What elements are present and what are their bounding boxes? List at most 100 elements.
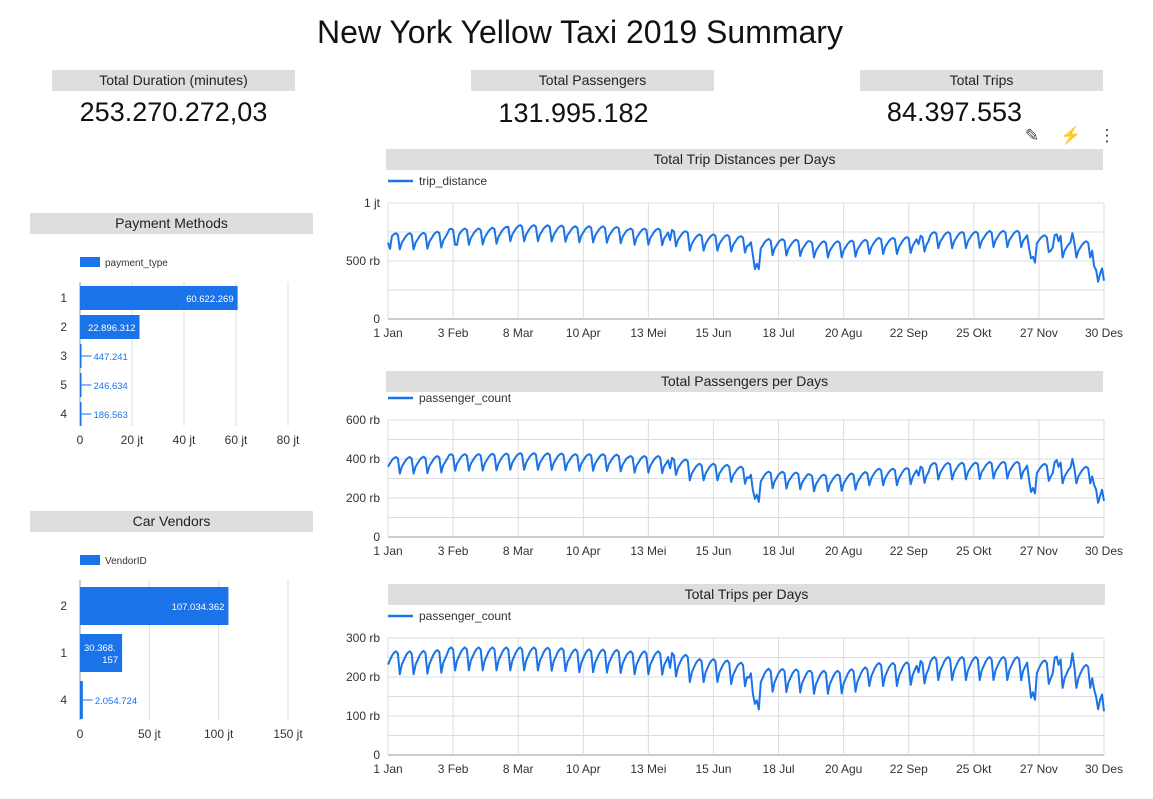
x-tick-label: 30 Des [1085, 326, 1123, 340]
x-tick-label: 25 Okt [956, 544, 992, 558]
x-tick-label: 50 jt [138, 727, 161, 741]
x-tick-label: 22 Sep [890, 762, 928, 776]
page-title: New York Yellow Taxi 2019 Summary [317, 14, 843, 50]
lightning-icon[interactable]: ⚡ [1060, 126, 1082, 145]
passengers-chart: passenger_count 0 200 rb 400 rb 600 rb 1 Jan 3… [346, 391, 1123, 558]
x-tick-label: 3 Feb [438, 544, 469, 558]
category-label: 5 [60, 378, 67, 392]
trip-distance-chart: trip_distance 0 500 rb 1 jt 1 Jan 3 Feb 8 Mar 1… [346, 174, 1123, 340]
trips-chart-title: Total Trips per Days [388, 584, 1105, 605]
y-tick-label: 600 rb [346, 413, 380, 427]
category-label: 4 [60, 693, 67, 707]
bar [80, 402, 82, 426]
category-label: 2 [60, 599, 67, 613]
passengers-chart-title: Total Passengers per Days [386, 371, 1103, 392]
y-tick-label: 0 [373, 748, 380, 762]
y-tick-label: 200 rb [346, 491, 380, 505]
legend-label: passenger_count [419, 609, 512, 623]
y-tick-label: 100 rb [346, 709, 380, 723]
y-tick-label: 500 rb [346, 254, 380, 268]
category-label: 1 [60, 646, 67, 660]
data-label: 60.622.269 [186, 294, 234, 305]
x-tick-label: 40 jt [173, 433, 196, 447]
x-tick-label: 25 Okt [956, 326, 992, 340]
x-tick-label: 22 Sep [890, 544, 928, 558]
x-tick-label: 20 Agu [825, 326, 862, 340]
category-label: 4 [60, 407, 67, 421]
scorecard-passengers-label: Total Passengers [471, 70, 714, 91]
data-label: 2.054.724 [95, 696, 137, 707]
x-tick-label: 18 Jul [763, 326, 795, 340]
x-tick-label: 150 jt [273, 727, 303, 741]
scorecard-trips-label: Total Trips [860, 70, 1103, 91]
x-tick-label: 15 Jun [695, 326, 731, 340]
x-tick-label: 13 Mei [630, 762, 666, 776]
series-line [387, 224, 1105, 283]
category-label: 3 [60, 349, 67, 363]
data-label: 22.896.312 [88, 323, 136, 334]
scorecard-trips-value: 84.397.553 [886, 97, 1023, 127]
x-tick-label: 27 Nov [1020, 326, 1058, 340]
legend-swatch [80, 257, 100, 267]
car-vendors-title: Car Vendors [30, 511, 313, 532]
payment-methods-chart: payment_type 0 20 jt 40 jt 60 jt 80 jt 1 60.622… [60, 257, 300, 447]
x-tick-label: 20 Agu [825, 762, 862, 776]
scorecard-duration-value: 253.270.272,03 [79, 97, 268, 127]
x-tick-label: 10 Apr [566, 326, 601, 340]
x-tick-label: 27 Nov [1020, 544, 1058, 558]
x-tick-label: 1 Jan [373, 762, 402, 776]
car-vendors-chart: VendorID 0 50 jt 100 jt 150 jt 2 107.034.362 1 3… [60, 555, 303, 741]
bar [80, 344, 82, 368]
legend-swatch [80, 555, 100, 565]
category-label: 1 [60, 291, 67, 305]
pencil-icon[interactable]: ✎ [1024, 126, 1040, 145]
bar [80, 315, 140, 339]
x-tick-label: 80 jt [277, 433, 300, 447]
y-tick-label: 400 rb [346, 452, 380, 466]
x-tick-label: 13 Mei [630, 326, 666, 340]
x-tick-label: 15 Jun [695, 762, 731, 776]
x-tick-label: 1 Jan [373, 326, 402, 340]
y-tick-label: 1 jt [364, 196, 381, 210]
x-tick-label: 8 Mar [503, 326, 534, 340]
y-tick-label: 0 [373, 530, 380, 544]
x-tick-label: 0 [77, 727, 84, 741]
x-tick-label: 13 Mei [630, 544, 666, 558]
bar [80, 681, 83, 719]
x-tick-label: 0 [77, 433, 84, 447]
y-tick-label: 200 rb [346, 670, 380, 684]
scorecard-duration-label: Total Duration (minutes) [52, 70, 295, 91]
bar [80, 634, 123, 672]
legend-label: trip_distance [419, 174, 487, 188]
legend-label: payment_type [105, 258, 168, 269]
bar [80, 373, 82, 397]
payment-methods-title: Payment Methods [30, 213, 313, 234]
category-label: 2 [60, 320, 67, 334]
x-tick-label: 100 jt [204, 727, 234, 741]
x-tick-label: 10 Apr [566, 762, 601, 776]
trip-distance-chart-title: Total Trip Distances per Days [386, 149, 1103, 170]
x-tick-label: 30 Des [1085, 544, 1123, 558]
series-line [387, 646, 1105, 712]
legend-label: passenger_count [419, 391, 512, 405]
x-tick-label: 10 Apr [566, 544, 601, 558]
x-tick-label: 60 jt [225, 433, 248, 447]
x-tick-label: 8 Mar [503, 544, 534, 558]
trips-chart: passenger_count 0 100 rb 200 rb 300 rb 1 Jan 3… [346, 609, 1123, 776]
x-tick-label: 3 Feb [438, 326, 469, 340]
y-tick-label: 0 [373, 312, 380, 326]
x-tick-label: 20 jt [121, 433, 144, 447]
scorecard-passengers-value: 131.995.182 [498, 98, 649, 128]
data-label: 157 [102, 655, 118, 666]
data-label: 107.034.362 [172, 602, 225, 613]
x-tick-label: 27 Nov [1020, 762, 1058, 776]
bar [80, 587, 229, 625]
x-tick-label: 8 Mar [503, 762, 534, 776]
x-tick-label: 18 Jul [763, 544, 795, 558]
x-tick-label: 22 Sep [890, 326, 928, 340]
more-vert-icon[interactable]: ⋮ [1098, 126, 1116, 145]
y-tick-label: 300 rb [346, 631, 380, 645]
data-label: 186.563 [94, 410, 128, 421]
series-line [387, 452, 1105, 504]
